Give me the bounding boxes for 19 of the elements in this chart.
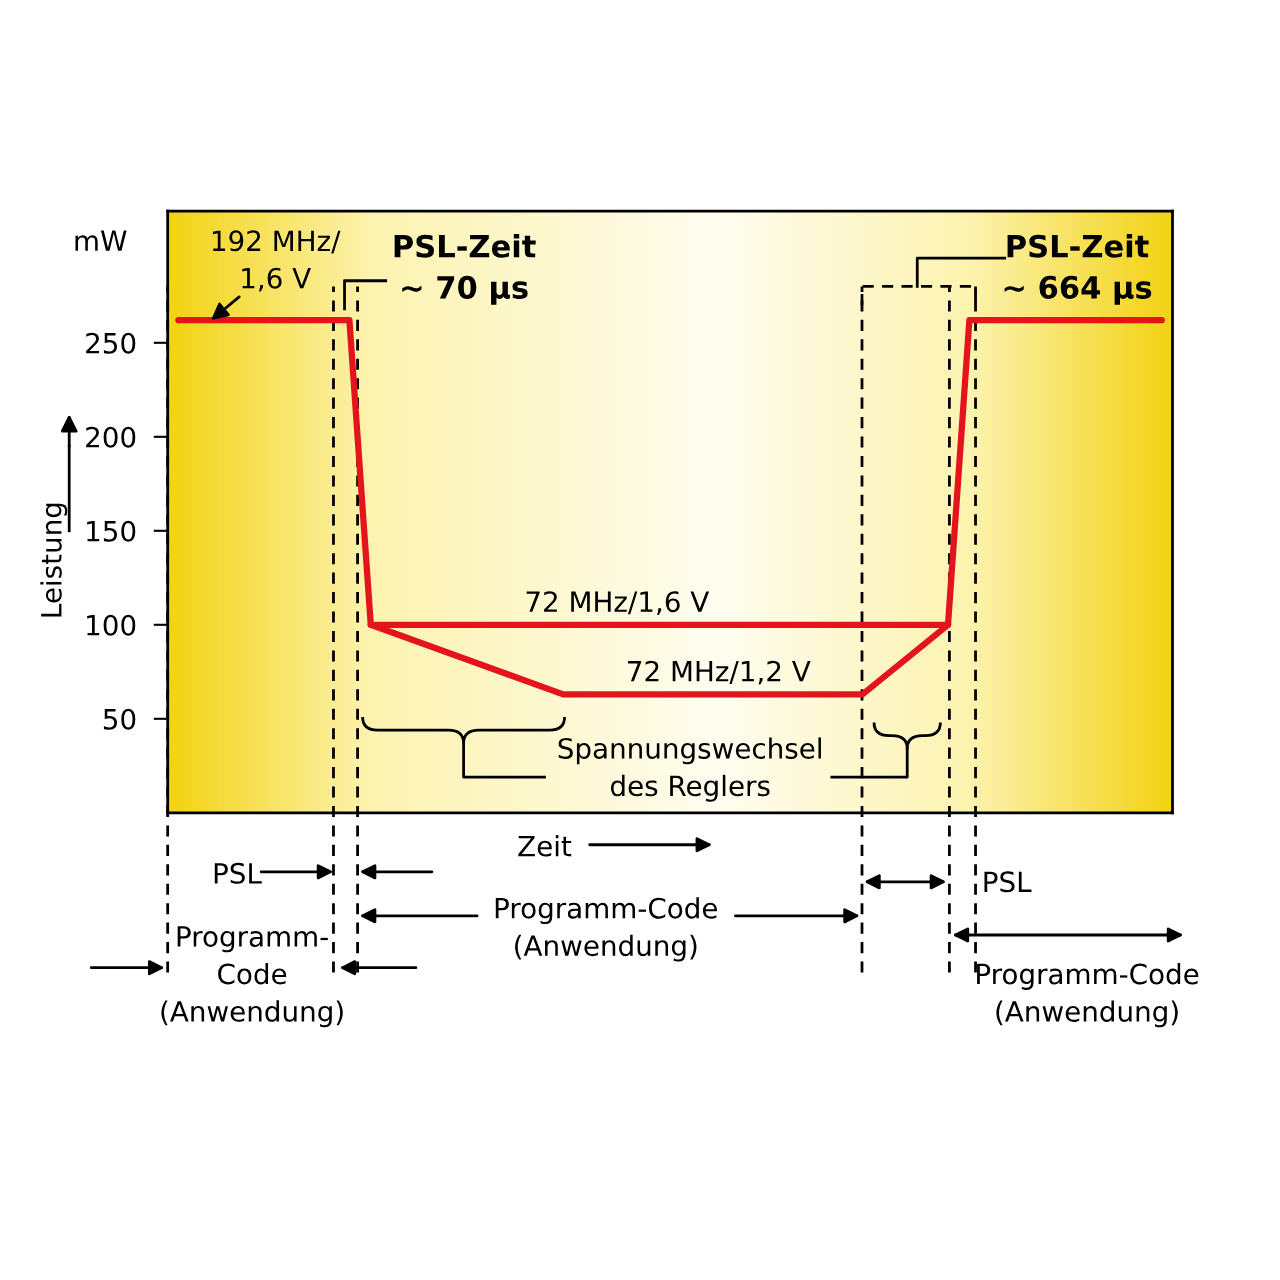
- text: Programm- Code (Anwendung): [161, 926, 343, 1028]
- y-tick-label: 250: [86, 332, 136, 354]
- y-tick-label: 50: [103, 708, 136, 730]
- text: Programm-Code (Anwendung): [495, 897, 717, 962]
- text: mW: [75, 230, 127, 251]
- annotation: 72 MHz/1,6 V: [526, 591, 710, 616]
- y-tick-label: 200: [86, 426, 136, 448]
- text: Zeit: [518, 835, 572, 857]
- text: PSL: [214, 862, 262, 884]
- text: Programm-Code (Anwendung): [977, 963, 1199, 1028]
- y-axis-title: Leistung: [40, 503, 68, 617]
- y-tick-label: 150: [87, 520, 136, 542]
- text: PSL: [984, 871, 1032, 893]
- annotation: PSL-Zeit ~ 70 µs: [394, 234, 536, 305]
- annotation: 72 MHz/1,2 V: [628, 660, 811, 685]
- annotation: Spannungswechsel des Reglers: [558, 737, 821, 802]
- annotation: 192 MHz/ 1,6 V: [212, 230, 341, 292]
- annotation: PSL-Zeit ~ 664 µs: [1004, 234, 1152, 305]
- y-tick-label: 100: [87, 614, 136, 636]
